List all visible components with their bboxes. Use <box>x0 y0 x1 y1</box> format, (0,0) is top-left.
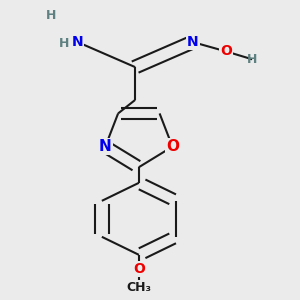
Text: H: H <box>46 9 57 22</box>
Text: N: N <box>99 139 112 154</box>
Text: N: N <box>72 35 83 49</box>
Text: CH₃: CH₃ <box>126 281 152 294</box>
Text: O: O <box>220 44 232 58</box>
Text: H: H <box>247 53 257 66</box>
Text: O: O <box>166 139 179 154</box>
Text: N: N <box>187 35 199 49</box>
Text: H: H <box>59 37 70 50</box>
Text: O: O <box>133 262 145 276</box>
